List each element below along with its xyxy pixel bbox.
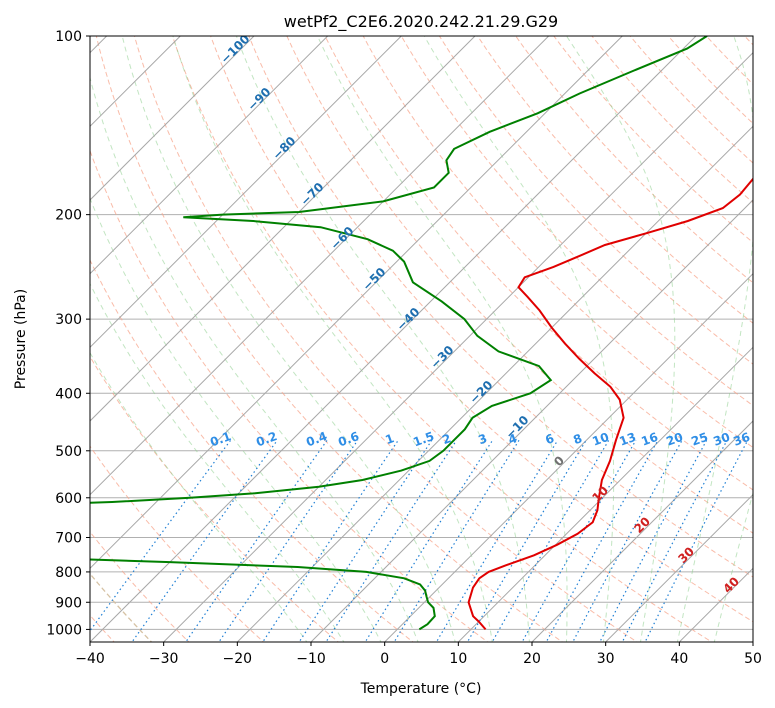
moist-adiabat [235, 36, 530, 642]
isotherm [90, 36, 255, 201]
profile-lines [90, 36, 753, 631]
mixing-ratio-label: 0.6 [336, 429, 361, 449]
isotherm [90, 36, 550, 496]
mixing-ratio-label: 1.5 [411, 429, 436, 449]
x-tick-label: −30 [149, 651, 179, 667]
dry-adiabat [90, 355, 340, 642]
mixing-ratio-line [572, 440, 683, 642]
x-tick-label: 30 [597, 651, 615, 667]
x-tick-label: −10 [296, 651, 326, 667]
dry-adiabat [438, 36, 753, 365]
x-axis: −40 −30 −20 −10 0 10 20 30 40 50 [75, 642, 762, 667]
isotherm [384, 272, 753, 642]
plot-area: −100−90−80−70−60−50−40−30−20−10010203040… [90, 36, 753, 642]
y-tick-label: 200 [55, 208, 82, 224]
isotherm [531, 420, 753, 642]
plot-frame [89, 35, 754, 643]
mixing-ratio-line [644, 440, 749, 642]
dry-adiabat [90, 258, 414, 642]
isotherm [236, 125, 753, 642]
y-tick-label: 400 [55, 386, 82, 402]
isotherm [310, 199, 753, 642]
temperature-line [467, 177, 753, 631]
x-tick-label: −20 [223, 651, 253, 667]
mixing-ratio-line [90, 439, 232, 632]
moist-adiabat [90, 196, 382, 642]
moist-adiabat [172, 36, 493, 642]
dry-adiabat-ref [90, 572, 153, 642]
isotherm [605, 493, 753, 642]
mixing-ratio-line [218, 439, 359, 642]
isotherm [90, 36, 697, 642]
isotherm [457, 346, 753, 642]
y-tick-label: 300 [55, 312, 82, 328]
x-tick-label: 0 [380, 651, 389, 667]
y-axis-label: Pressure (hPa) [13, 289, 29, 389]
isotherm [90, 36, 402, 349]
y-tick-label: 600 [55, 491, 82, 507]
dry-adiabat [324, 36, 753, 491]
mixing-ratio-label: 10 [590, 430, 610, 449]
y-tick-label: 800 [55, 565, 82, 581]
mixing-ratio-label: 20 [664, 430, 684, 449]
x-tick-label: 50 [744, 651, 762, 667]
y-tick-label: 900 [55, 595, 82, 611]
isotherm-grid [90, 36, 753, 642]
mixing-ratio-line [599, 440, 708, 642]
x-axis-label: Temperature (°C) [360, 681, 482, 697]
dry-adiabat [90, 531, 190, 642]
y-tick-label: 100 [55, 29, 82, 45]
dry-adiabat [362, 36, 753, 449]
isotherm [163, 51, 753, 642]
mixing-ratio-line [521, 439, 637, 642]
y-tick-label: 500 [55, 444, 82, 460]
isotherm [90, 36, 476, 422]
dewpoint-line [90, 36, 708, 631]
isobar-grid [90, 36, 753, 630]
moist-adiabat [90, 351, 308, 642]
chart-title: wetPf2_C2E6.2020.242.21.29.G29 [284, 12, 558, 32]
dry-adiabat [171, 36, 713, 642]
moist-adiabat [423, 36, 615, 642]
mixing-ratio-lines [90, 439, 749, 642]
mixing-ratio-label: 25 [689, 430, 709, 449]
dry-adiabat [210, 36, 753, 623]
moist-adiabat [121, 36, 456, 642]
x-tick-label: 20 [523, 651, 541, 667]
mixing-ratio-label: 36 [731, 430, 751, 449]
x-tick-label: 40 [670, 651, 688, 667]
mixing-ratio-label: 0.4 [304, 429, 329, 449]
dry-adiabat [133, 36, 638, 642]
mixing-ratio-label: 30 [711, 430, 731, 449]
mixing-ratio-label: 0.2 [254, 429, 279, 449]
dry-adiabat [95, 36, 564, 642]
isotherm [90, 36, 623, 570]
mixing-ratio-line [621, 440, 728, 642]
y-axis: 100 200 300 400 500 600 700 800 900 1000 [46, 29, 90, 638]
mixing-ratio-line [491, 439, 610, 642]
x-tick-label: 10 [449, 651, 467, 667]
mixing-ratio-line [545, 439, 659, 642]
moist-adiabat [316, 36, 568, 642]
mixing-ratio-line [364, 439, 494, 642]
mixing-ratio-label: 0.1 [208, 429, 233, 449]
dry-adiabat [477, 36, 753, 324]
isotherm [90, 36, 329, 275]
mixing-ratio-line [185, 439, 328, 642]
x-tick-label: −40 [75, 651, 105, 667]
dry-adiabat [286, 36, 753, 534]
mixing-ratio-label: 13 [617, 430, 637, 449]
mixing-ratio-label: 16 [639, 430, 659, 449]
dry-adiabat [248, 36, 753, 578]
y-tick-label: 1000 [46, 622, 82, 638]
y-tick-label: 700 [55, 531, 82, 547]
mixing-ratio-line [435, 439, 559, 642]
